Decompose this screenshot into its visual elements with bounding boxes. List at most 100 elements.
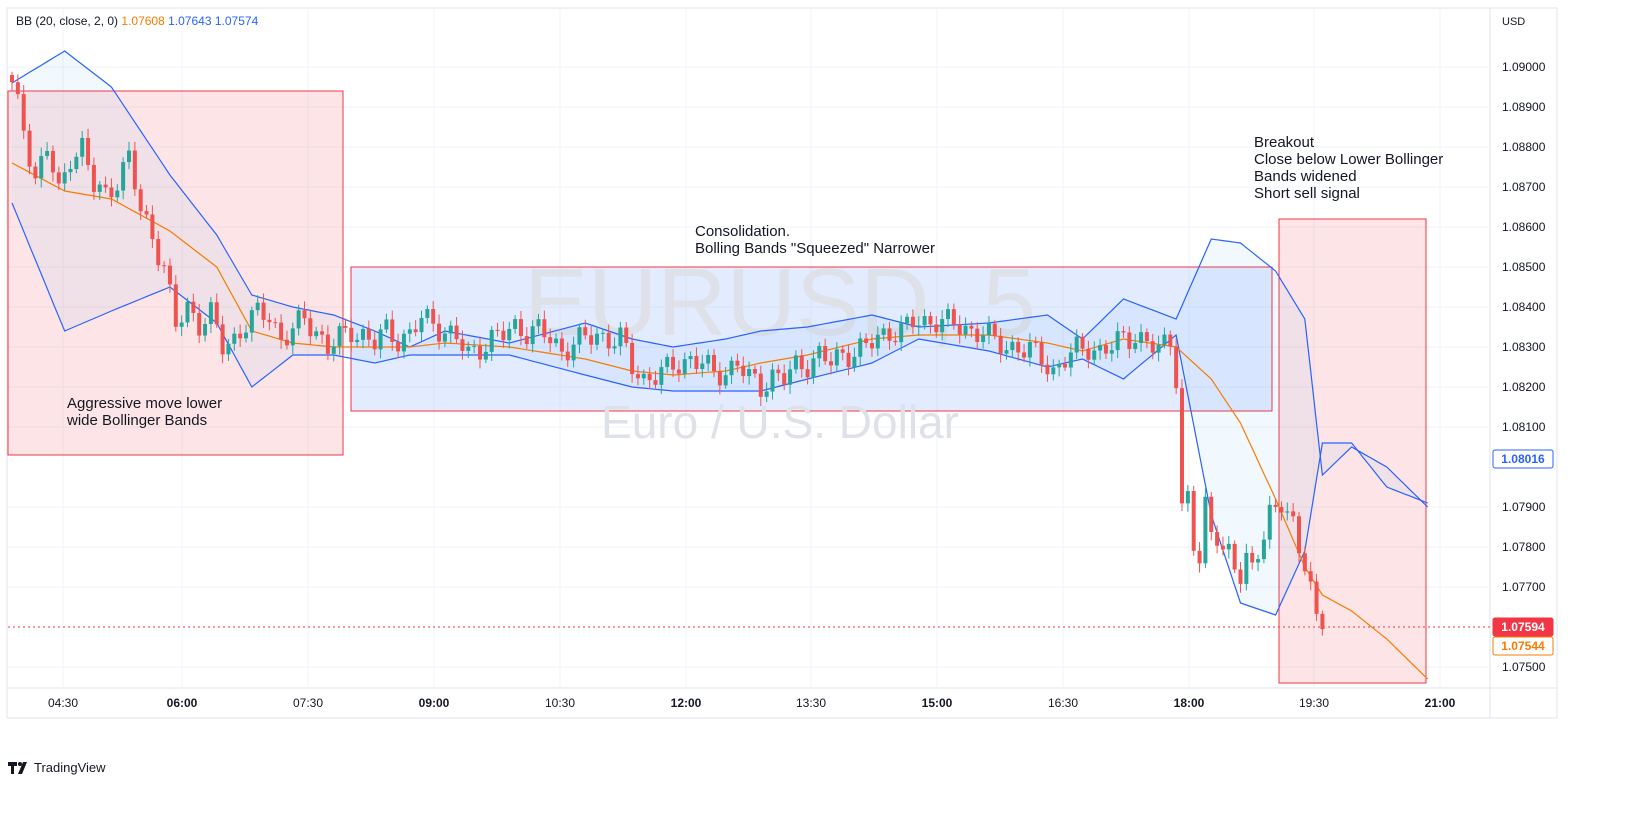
candle-body (1302, 553, 1307, 572)
price-tick-label: 1.07900 (1502, 500, 1546, 514)
candle-body (1016, 341, 1021, 353)
time-axis[interactable]: 04:30 06:00 07:30 09:00 10:30 12:00 13:30 15:00… (48, 696, 1456, 710)
candle-body (805, 369, 810, 378)
candle-body (1203, 496, 1208, 564)
price-tick-label: 1.09000 (1502, 60, 1546, 74)
candle-body (355, 339, 360, 343)
candle-body (21, 94, 26, 131)
candle-body (665, 356, 670, 368)
candle-body (1308, 571, 1313, 582)
annotation-text-line: Bands widened (1254, 168, 1357, 185)
candle-body (518, 319, 523, 337)
candle-body (712, 354, 716, 372)
candle-body (928, 316, 933, 325)
candle-body (448, 325, 453, 334)
candle-body (957, 324, 962, 335)
candle-body (80, 137, 85, 157)
candle-body (1226, 543, 1231, 550)
candle-body (764, 391, 769, 397)
candle-body (1232, 543, 1237, 570)
candle-body (682, 359, 687, 374)
candle-body (220, 324, 225, 355)
candle-body (10, 75, 14, 83)
candle-body (331, 346, 336, 354)
candle-body (489, 329, 494, 352)
candle-body (203, 324, 208, 336)
candle-body (1285, 511, 1290, 513)
candle-body (466, 346, 471, 351)
candle-body (653, 380, 658, 385)
candle-body (366, 329, 371, 340)
candle-body (752, 369, 757, 374)
candle-body (39, 156, 44, 179)
symbol-watermark: EURUSD, 5 Euro / U.S. Dollar (524, 249, 1036, 448)
time-tick-label: 10:30 (545, 696, 575, 710)
candle-body (834, 349, 839, 366)
last-price-label-bg (1492, 617, 1554, 637)
candle-body (1133, 342, 1138, 350)
candle-body (1220, 545, 1225, 550)
candle-body (68, 168, 73, 173)
candle-body (460, 339, 465, 351)
upper-band-line (11, 50, 1429, 508)
candle-body (934, 324, 939, 333)
price-tick-label: 1.08800 (1502, 140, 1546, 154)
annotation-text-line: Aggressive move lower (67, 395, 222, 412)
candle-body (1033, 342, 1038, 344)
candle-body (986, 323, 991, 336)
candle-body (799, 355, 804, 370)
basis-price-label: 1.07544 (1501, 639, 1545, 653)
candle-body (361, 329, 365, 340)
candle-body (659, 367, 664, 385)
candle-body (946, 309, 950, 320)
candle-body (162, 265, 167, 267)
candle-body (589, 335, 594, 345)
candle-body (624, 327, 629, 343)
candle-body (197, 312, 202, 336)
candle-body (91, 164, 96, 192)
candle-body (325, 334, 330, 354)
candle-body (1197, 550, 1202, 564)
candle-body (454, 325, 459, 340)
candle-body (401, 333, 406, 352)
candle-body (1168, 334, 1173, 347)
candle-body (150, 214, 155, 240)
upper-band-price-label-bg (1492, 449, 1554, 469)
candle-body (706, 354, 711, 364)
candle-body (612, 346, 617, 349)
legend-lower-value: 1.07574 (214, 14, 259, 28)
branding-text: TradingView (34, 760, 106, 775)
candle-body (343, 326, 348, 328)
candles (10, 71, 1325, 636)
candle-body (56, 172, 61, 184)
candle-body (630, 342, 635, 375)
candle-body (922, 316, 927, 326)
candle-body (975, 328, 980, 343)
upper-band-price-label: 1.08016 (1501, 452, 1545, 466)
candle-body (413, 329, 418, 333)
candle-body (899, 323, 904, 343)
candle-body (1115, 331, 1120, 351)
candle-body (214, 302, 219, 325)
price-axis[interactable]: USD 1.09000 1.08900 1.08800 1.08700 1.08600 1.… (1492, 16, 1554, 674)
tradingview-logo-icon (8, 761, 27, 774)
price-tick-label: 1.08500 (1502, 260, 1546, 274)
legend-upper-value: 1.07643 (168, 14, 212, 28)
indicator-legend[interactable]: BB (20, close, 2, 0) 1.07608 1.07643 1.0… (16, 14, 258, 28)
candle-body (121, 162, 126, 191)
candle-body (173, 284, 178, 327)
branding[interactable]: TradingView (8, 760, 106, 775)
candle-body (864, 338, 869, 344)
candle-body (302, 310, 307, 319)
candle-body (548, 337, 553, 344)
candle-body (559, 338, 564, 352)
candle-body (992, 323, 997, 336)
candle-body (267, 319, 272, 323)
candle-body (138, 189, 143, 212)
candle-body (1267, 504, 1272, 540)
legend-basis-value: 1.07608 (121, 14, 165, 28)
candle-body (185, 301, 190, 323)
candle-body (846, 352, 851, 368)
candle-body (852, 356, 857, 368)
